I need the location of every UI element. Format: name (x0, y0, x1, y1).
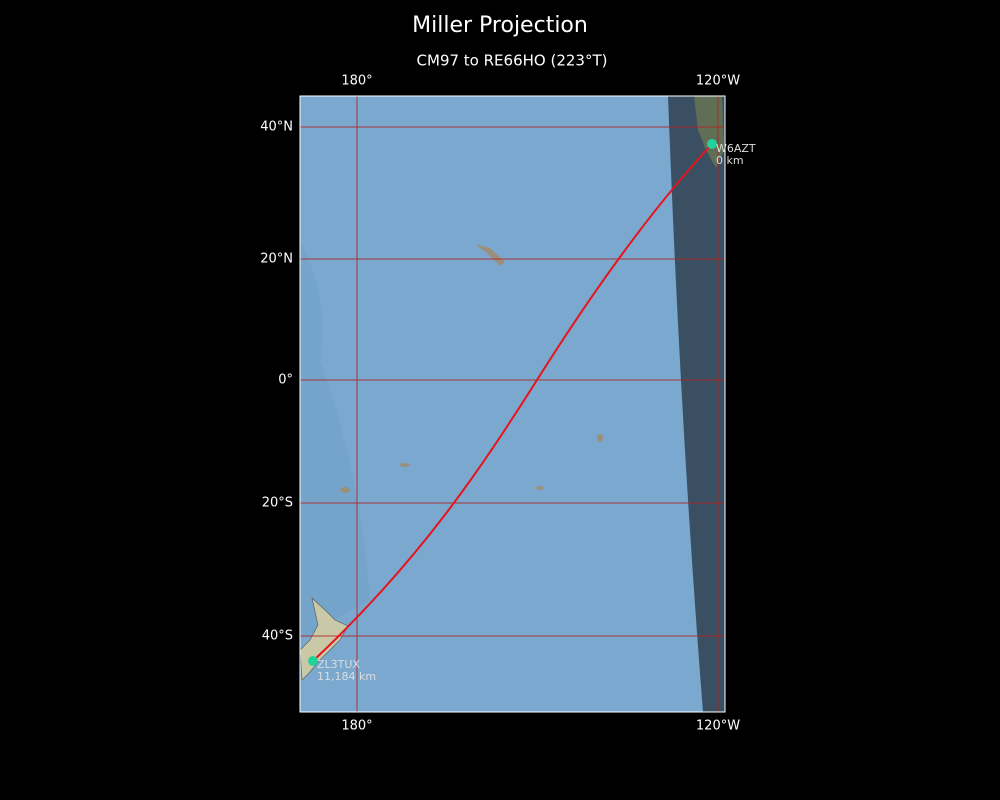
station-marker (308, 656, 318, 666)
great-circle-path (312, 143, 713, 662)
ocean-shade (300, 240, 370, 640)
latitude-label: 20°S (262, 496, 293, 511)
subtitle: CM97 to RE66HO (223°T) (417, 52, 608, 70)
station-distance: 0 km (716, 154, 744, 167)
island-fiji (340, 487, 350, 493)
latitude-label: 20°N (260, 252, 293, 267)
latitude-label: 40°S (262, 629, 293, 644)
land-hawaii (475, 244, 505, 266)
island-samoa (400, 463, 410, 467)
longitude-label: 180° (341, 719, 372, 734)
map-frame (299, 95, 726, 713)
latitude-label: 0° (278, 373, 293, 388)
land-california (694, 96, 724, 168)
station-callsign: W6AZT (716, 142, 756, 155)
station-callsign: ZL3TUX (317, 658, 360, 671)
longitude-label: 180° (341, 74, 372, 89)
island-tahiti (536, 486, 544, 490)
map: W6AZT 0 km ZL3TUX 11,184 km (299, 95, 756, 713)
longitude-label: 120°W (696, 74, 740, 89)
latitude-label: 40°N (260, 120, 293, 135)
island-marquesas (597, 434, 603, 442)
longitude-label: 120°W (696, 719, 740, 734)
station-marker (707, 139, 717, 149)
station-distance: 11,184 km (317, 670, 376, 683)
title: Miller Projection (412, 13, 588, 38)
night-region (668, 96, 725, 712)
ocean (300, 96, 725, 712)
